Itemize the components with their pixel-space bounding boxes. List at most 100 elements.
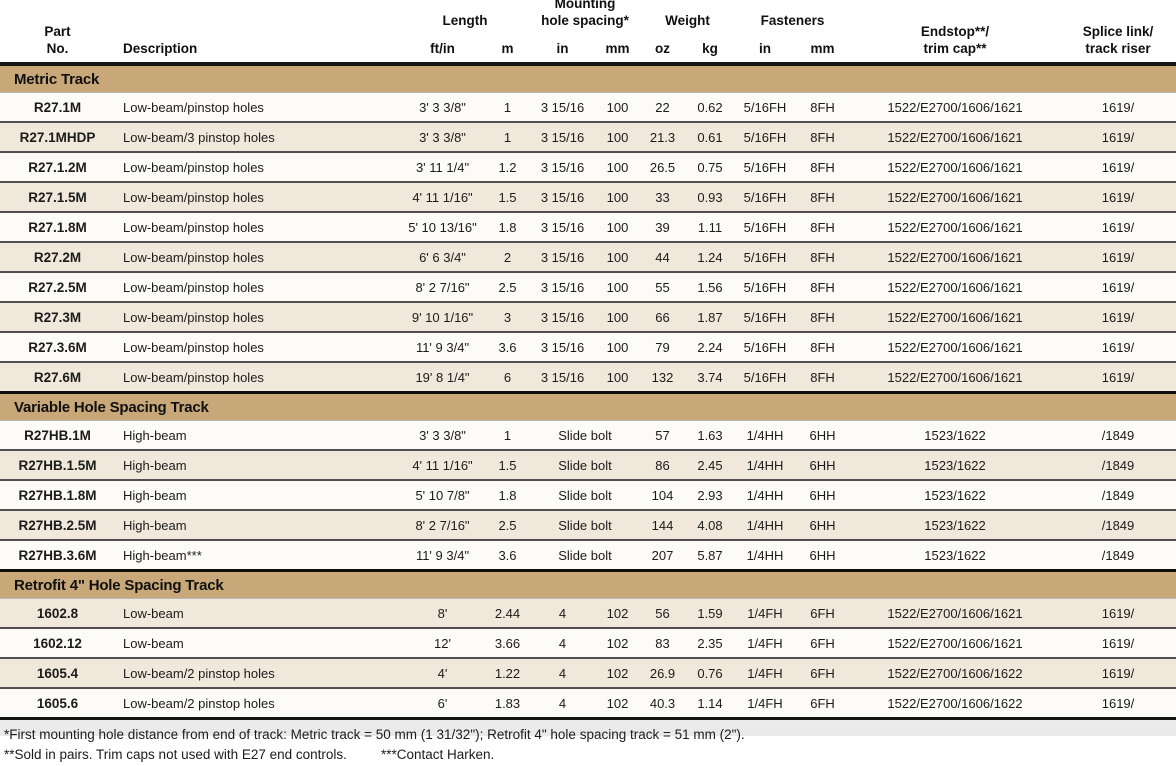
weight-kg-cell: 2.45 — [697, 457, 723, 473]
endstop-cell: 1522/E2700/1606/1622 — [887, 695, 1023, 711]
part-no-cell: R27.1MHDP — [19, 129, 96, 145]
fastener-mm-cell: 6HH — [809, 427, 836, 443]
header-unit-oz: oz — [640, 34, 685, 66]
weight-oz-cell: 21.3 — [649, 129, 676, 145]
fastener-in-cell: 1/4HH — [746, 427, 784, 443]
footnote-sold-in-pairs: **Sold in pairs. Trim caps not used with… — [4, 747, 347, 763]
hole-in-cell: 3 15/16 — [540, 99, 585, 115]
weight-oz-cell: 86 — [655, 457, 670, 473]
length-m-cell: 3.6 — [498, 547, 517, 563]
endstop-cell: 1522/E2700/1606/1621 — [887, 635, 1023, 651]
part-no-cell: R27.3M — [33, 309, 82, 325]
hole-mm-cell: 100 — [606, 99, 629, 115]
length-m-cell: 1.2 — [498, 159, 517, 175]
part-no-cell: R27HB.1.5M — [18, 457, 97, 473]
table-row: R27.1.8M Low-beam/pinstop holes 5' 10 13/1… — [0, 212, 1176, 242]
length-m-cell: 1.22 — [494, 665, 521, 681]
splice-cell: 1619/ — [1101, 99, 1135, 115]
footnote-line-2: **Sold in pairs. Trim caps not used with… — [4, 745, 1172, 765]
description-cell: High-beam — [123, 487, 187, 503]
weight-kg-cell: 4.08 — [697, 517, 723, 533]
part-no-cell: R27.3.6M — [28, 339, 87, 355]
table-row: 1605.6 Low-beam/2 pinstop holes 6' 1.83 4 102… — [0, 688, 1176, 719]
section-header-row: Metric Track — [0, 62, 1176, 93]
splice-cell: 1619/ — [1101, 369, 1135, 385]
table-row: R27.2M Low-beam/pinstop holes 6' 6 3/4" 2 3 … — [0, 242, 1176, 272]
weight-oz-cell: 22 — [655, 99, 670, 115]
endstop-cell: 1522/E2700/1606/1621 — [887, 99, 1023, 115]
hole-spacing-cell: Slide bolt — [558, 427, 612, 443]
header-part-no: Part No. — [0, 0, 115, 66]
length-m-cell: 1.5 — [498, 457, 517, 473]
table-row: R27.1.2M Low-beam/pinstop holes 3' 11 1/4"… — [0, 152, 1176, 182]
footnotes: *First mounting hole distance from end o… — [0, 720, 1176, 766]
weight-oz-cell: 132 — [651, 369, 674, 385]
header-unit-m: m — [485, 34, 530, 66]
table-row: 1605.4 Low-beam/2 pinstop holes 4' 1.22 4 102… — [0, 658, 1176, 688]
endstop-cell: 1522/E2700/1606/1621 — [887, 279, 1023, 295]
part-no-cell: R27HB.1.8M — [18, 487, 97, 503]
fastener-mm-cell: 8FH — [810, 219, 835, 235]
splice-cell: /1849 — [1101, 457, 1135, 473]
fastener-in-cell: 5/16FH — [743, 309, 787, 325]
table-row: R27HB.3.6M High-beam*** 11' 9 3/4" 3.6 Slide… — [0, 540, 1176, 571]
section-header-row: Variable Hole Spacing Track — [0, 391, 1176, 421]
header-unit-hole-mm: mm — [595, 34, 640, 66]
endstop-cell: 1522/E2700/1606/1621 — [887, 189, 1023, 205]
hole-mm-cell: 100 — [606, 369, 629, 385]
fastener-mm-cell: 6FH — [810, 695, 835, 711]
part-no-cell: R27HB.3.6M — [18, 547, 97, 563]
description-cell: Low-beam/pinstop holes — [123, 339, 264, 355]
hole-in-cell: 3 15/16 — [540, 279, 585, 295]
hole-mm-cell: 100 — [606, 159, 629, 175]
description-cell: Low-beam/2 pinstop holes — [123, 695, 275, 711]
length-ftin-cell: 3' 3 3/8" — [419, 99, 466, 115]
fastener-mm-cell: 8FH — [810, 369, 835, 385]
footnote-contact-harken: ***Contact Harken. — [380, 747, 495, 763]
table-row: R27.1MHDP Low-beam/3 pinstop holes 3' 3 3/… — [0, 122, 1176, 152]
length-ftin-cell: 8' 2 7/16" — [415, 279, 470, 295]
length-m-cell: 1.5 — [498, 189, 517, 205]
fastener-mm-cell: 8FH — [810, 339, 835, 355]
header-unit-ftin: ft/in — [400, 34, 485, 66]
part-no-cell: R27HB.1M — [24, 427, 91, 443]
splice-cell: 1619/ — [1101, 159, 1135, 175]
length-ftin-cell: 8' 2 7/16" — [415, 517, 470, 533]
weight-kg-cell: 1.14 — [697, 695, 723, 711]
hole-spacing-cell: Slide bolt — [558, 547, 612, 563]
splice-cell: /1849 — [1101, 427, 1135, 443]
weight-kg-cell: 1.56 — [697, 279, 723, 295]
weight-oz-cell: 26.9 — [649, 665, 676, 681]
length-m-cell: 1 — [503, 129, 512, 145]
endstop-cell: 1522/E2700/1606/1621 — [887, 309, 1023, 325]
weight-kg-cell: 1.24 — [697, 249, 723, 265]
endstop-cell: 1523/1622 — [924, 547, 986, 563]
hole-mm-cell: 102 — [606, 695, 629, 711]
fastener-in-cell: 1/4HH — [746, 487, 784, 503]
fastener-in-cell: 1/4FH — [747, 695, 783, 711]
splice-cell: 1619/ — [1101, 665, 1135, 681]
fastener-in-cell: 5/16FH — [743, 219, 787, 235]
fastener-mm-cell: 6FH — [810, 665, 835, 681]
hole-in-cell: 3 15/16 — [540, 309, 585, 325]
part-no-cell: 1605.4 — [36, 665, 79, 681]
splice-cell: /1849 — [1101, 547, 1135, 563]
length-ftin-cell: 3' 11 1/4" — [415, 159, 470, 175]
hole-in-cell: 3 15/16 — [540, 339, 585, 355]
weight-kg-cell: 2.35 — [697, 635, 723, 651]
endstop-cell: 1523/1622 — [924, 487, 986, 503]
table-row: 1602.12 Low-beam 12' 3.66 4 102 83 2.35 1/4FH 6FH… — [0, 628, 1176, 658]
hole-spacing-cell: Slide bolt — [558, 457, 612, 473]
weight-oz-cell: 66 — [655, 309, 670, 325]
hole-mm-cell: 100 — [606, 339, 629, 355]
length-m-cell: 2.5 — [498, 279, 517, 295]
fastener-mm-cell: 6HH — [809, 547, 836, 563]
weight-kg-cell: 0.61 — [697, 129, 723, 145]
length-ftin-cell: 4' 11 1/16" — [412, 189, 473, 205]
length-m-cell: 1.83 — [494, 695, 521, 711]
fastener-in-cell: 1/4HH — [746, 517, 784, 533]
part-no-cell: R27.6M — [33, 369, 82, 385]
endstop-cell: 1522/E2700/1606/1621 — [887, 159, 1023, 175]
length-m-cell: 2.44 — [494, 605, 521, 621]
